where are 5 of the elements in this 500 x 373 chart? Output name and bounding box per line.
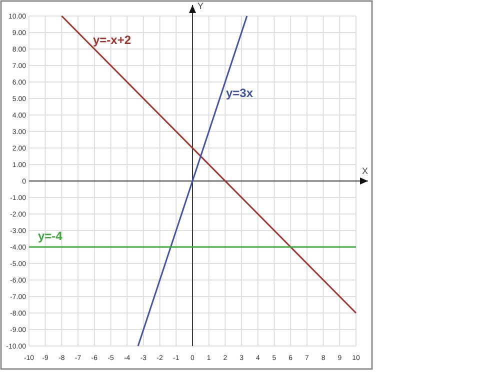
- x-axis-title: X: [362, 166, 368, 176]
- series-label: y=-x+2: [93, 33, 132, 47]
- series-label: y=-4: [38, 229, 63, 243]
- y-axis-title: Y: [197, 1, 204, 11]
- series-label: y=3x: [226, 86, 254, 100]
